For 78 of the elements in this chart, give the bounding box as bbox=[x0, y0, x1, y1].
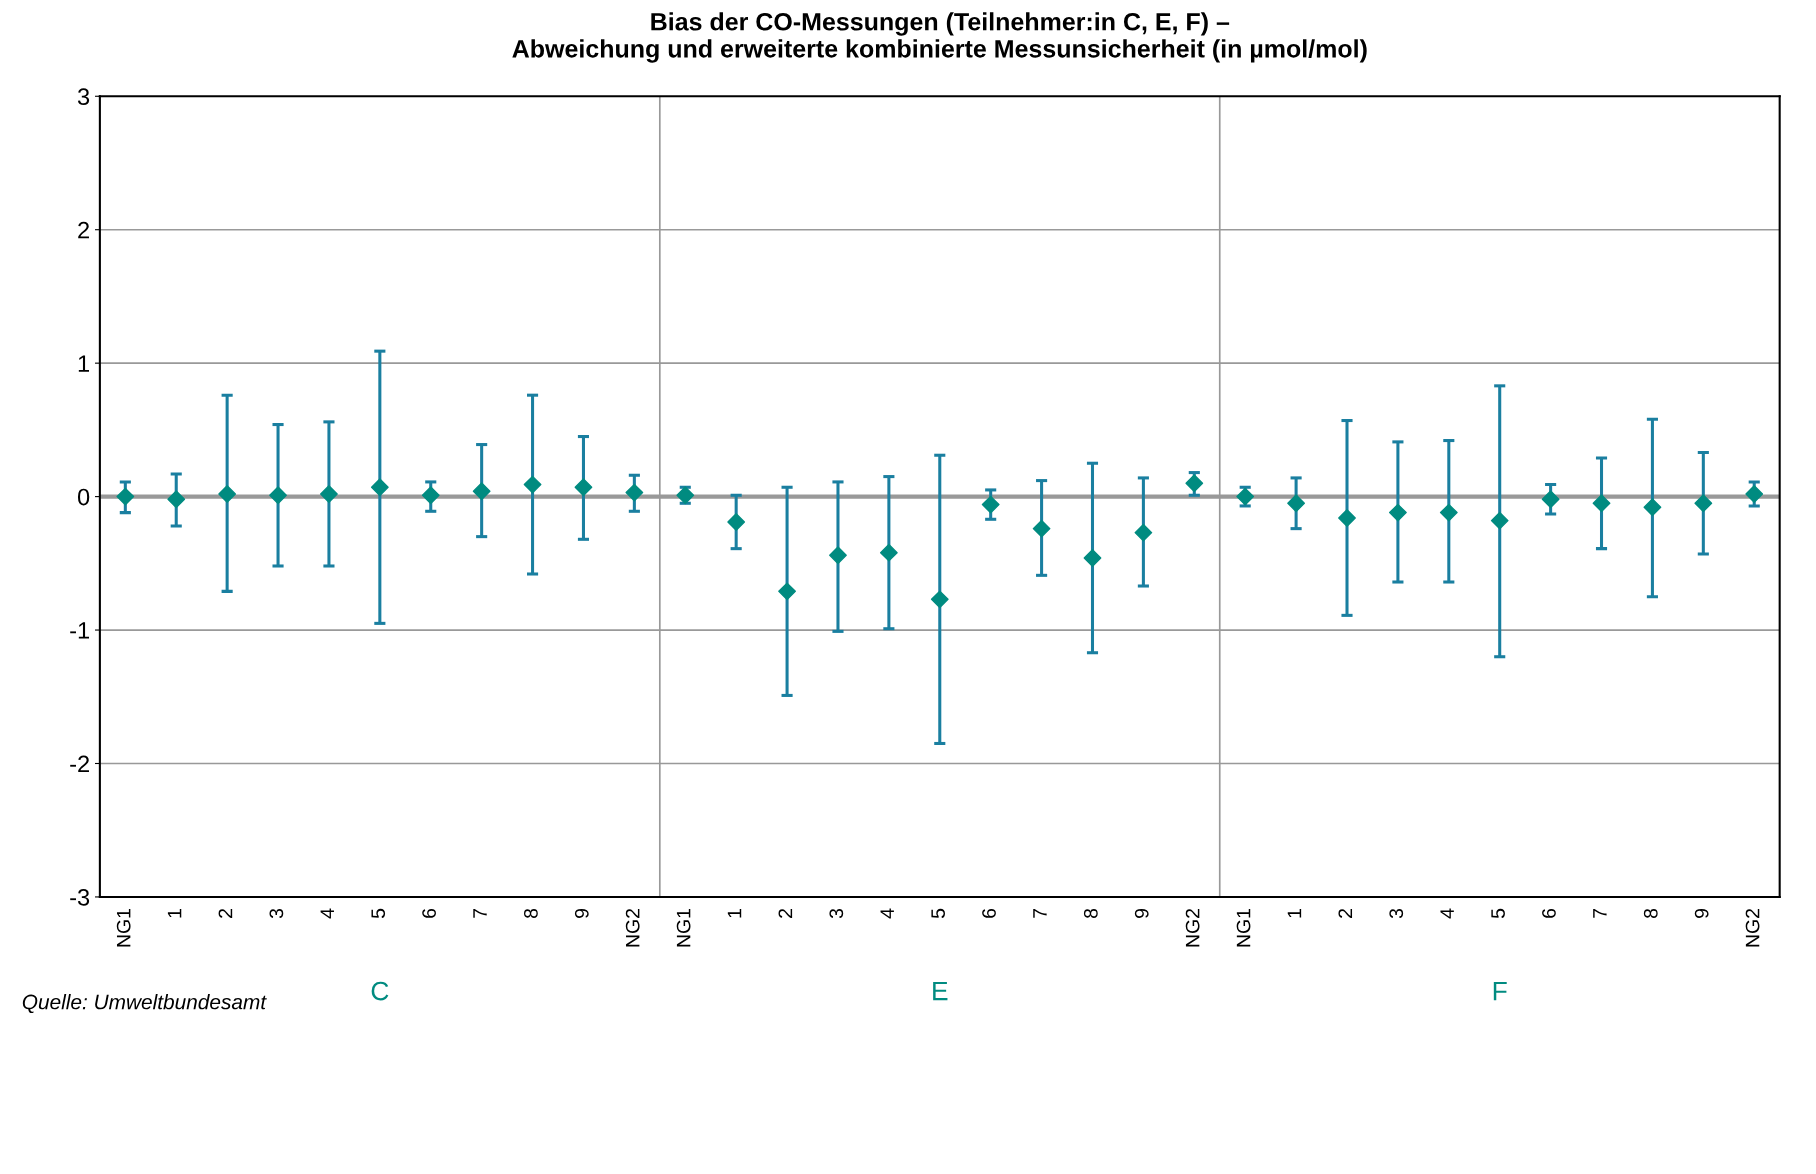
y-tick-label: 1 bbox=[78, 355, 90, 372]
y-tick-label: -3 bbox=[70, 889, 90, 906]
point bbox=[370, 478, 389, 497]
point bbox=[981, 495, 1000, 514]
x-tick-label: 8 bbox=[524, 908, 538, 919]
x-tick-label: 8 bbox=[1643, 908, 1658, 919]
point bbox=[1287, 494, 1306, 513]
x-tick-label: 4 bbox=[1440, 908, 1454, 919]
x-tick-label: 2 bbox=[1338, 909, 1353, 918]
point bbox=[1388, 503, 1407, 522]
y-tick-label: -2 bbox=[70, 755, 89, 773]
x-tick-label: 4 bbox=[320, 908, 334, 919]
point bbox=[1745, 485, 1764, 503]
x-tick-label: 1 bbox=[1287, 908, 1302, 918]
point bbox=[1338, 509, 1356, 527]
x-tick-label: 5 bbox=[1491, 908, 1505, 919]
point bbox=[1439, 503, 1458, 522]
chart-title: Bias der CO-Messungen (Teilnehmer:in C, E, F) – Abweichung und erweiterte kombinierte Messunsicherheit (in µmol/mol) bbox=[512, 12, 1367, 63]
point bbox=[727, 513, 746, 531]
y-tick-label: -1 bbox=[70, 622, 90, 639]
x-tick-label: 1 bbox=[727, 908, 742, 918]
point bbox=[320, 485, 338, 503]
x-tick-label: 3 bbox=[269, 908, 284, 919]
x-tick-label: 3 bbox=[1389, 908, 1404, 919]
point bbox=[778, 582, 796, 601]
x-tick-label: NG1 bbox=[1236, 908, 1251, 947]
point bbox=[472, 482, 491, 501]
x-tick-label: 6 bbox=[422, 908, 436, 918]
point bbox=[167, 490, 186, 509]
x-tick-label: 9 bbox=[1134, 908, 1149, 918]
x-tick-label: NG2 bbox=[1745, 909, 1760, 947]
point bbox=[523, 475, 542, 494]
point bbox=[1592, 494, 1611, 513]
point bbox=[269, 486, 287, 505]
point bbox=[676, 486, 695, 505]
x-tick-label: 7 bbox=[1033, 909, 1047, 918]
point bbox=[218, 485, 237, 503]
point bbox=[930, 590, 949, 609]
point bbox=[1134, 523, 1153, 542]
x-tick-label: 1 bbox=[167, 908, 182, 918]
y-tick-label: 3 bbox=[77, 88, 90, 106]
point bbox=[1490, 511, 1509, 530]
x-tick-label: 9 bbox=[1694, 908, 1709, 918]
point bbox=[116, 487, 135, 506]
x-tick-label: 6 bbox=[982, 908, 996, 918]
text: E bbox=[933, 981, 948, 1001]
y-tick-label: 2 bbox=[78, 221, 89, 239]
x-tick-label: 2 bbox=[778, 909, 793, 918]
x-tick-label: 7 bbox=[1593, 909, 1607, 918]
point bbox=[829, 546, 847, 565]
x-tick-label: 7 bbox=[473, 909, 487, 918]
point bbox=[1236, 487, 1255, 506]
source-note: Quelle: Umweltbundesamt bbox=[22, 994, 267, 1014]
point bbox=[1185, 474, 1204, 493]
x-tick-label: 5 bbox=[371, 908, 386, 919]
point bbox=[1694, 494, 1713, 513]
text: C bbox=[371, 981, 389, 1001]
x-tick-label: 5 bbox=[931, 908, 945, 919]
x-tick-label: 9 bbox=[574, 908, 589, 918]
text: F bbox=[1493, 981, 1507, 1001]
x-tick-label: 6 bbox=[1542, 908, 1556, 918]
point bbox=[574, 478, 593, 497]
point bbox=[1643, 498, 1662, 517]
x-tick-label: 4 bbox=[880, 908, 894, 919]
point bbox=[879, 543, 898, 562]
x-tick-label: NG1 bbox=[676, 908, 691, 947]
y-tick-label: 0 bbox=[77, 488, 90, 506]
x-tick-label: 2 bbox=[218, 909, 233, 918]
point bbox=[1541, 490, 1560, 509]
x-tick-label: NG2 bbox=[625, 909, 640, 947]
point bbox=[1032, 519, 1051, 538]
x-tick-label: 3 bbox=[829, 908, 844, 919]
point bbox=[1083, 549, 1102, 567]
x-tick-label: 8 bbox=[1083, 908, 1098, 919]
x-tick-label: NG1 bbox=[116, 908, 131, 947]
x-tick-label: NG2 bbox=[1185, 909, 1200, 947]
point bbox=[625, 483, 644, 502]
point bbox=[421, 486, 440, 505]
